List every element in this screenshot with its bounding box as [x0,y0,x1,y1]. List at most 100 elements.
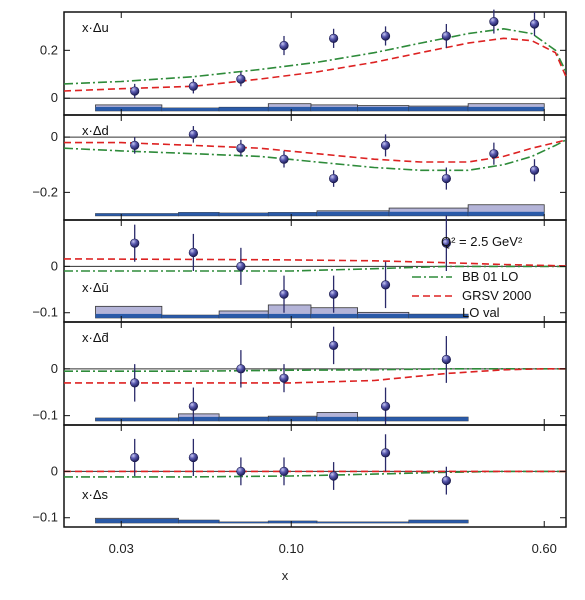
systematic-band-core [268,521,317,523]
data-point [236,364,246,374]
data-point [188,81,198,91]
data-point [380,448,391,458]
data-point [329,471,339,481]
systematic-band-core [310,313,358,318]
systematic-band-core [310,106,358,111]
legend-grsv-label: GRSV 2000 [462,288,531,303]
panels-layer: 0 0.2 x·Δu 0 −0.2 x·Δd 0 −0.1 x·Δū 0 −0.1 x·Δd̄ 0 −0.… [32,9,567,528]
systematic-band-core [408,520,469,523]
data-point [441,31,451,41]
systematic-band-core [316,211,390,216]
legend-q2-label: Q² = 2.5 GeV² [441,234,523,249]
panel-label: x·Δd [82,123,109,138]
data-point [529,165,540,175]
data-point [188,247,198,258]
data-point [329,173,339,184]
y-tick-label: 0 [51,361,58,376]
systematic-band-core [357,106,409,111]
data-point [188,452,198,463]
systematic-band-core [161,315,220,318]
systematic-band-core [268,416,317,421]
data-point [441,173,451,184]
data-point [441,238,451,248]
y-tick-label: −0.2 [32,184,58,199]
systematic-band-core [219,521,269,523]
systematic-band-core [357,313,409,318]
x-axis: 0.03 0.10 0.60 x [109,541,557,583]
bb01-curve [63,27,567,85]
y-tick-label: 0 [51,463,58,478]
systematic-band-core [268,212,317,216]
data-point [188,401,198,411]
systematic-band-core [468,106,545,111]
legend-bb-label: BB 01 LO [462,269,518,284]
data-point [236,261,246,271]
data-point [441,476,451,486]
panel-frame [63,424,567,528]
data-point [380,31,391,41]
x-tick-label: 0.60 [532,541,557,556]
data-point [130,238,140,248]
legend-grsv-label-line2: LO val [462,305,500,320]
systematic-band-core [316,521,409,523]
data-point [236,466,246,476]
systematic-band-core [178,520,220,523]
data-point [489,149,499,159]
bb01-curve [64,470,566,478]
x-tick-label: 0.03 [109,541,134,556]
systematic-band-core [219,107,269,111]
data-point [130,378,140,388]
panel-frame [63,321,567,426]
systematic-band-core [95,313,162,318]
y-tick-label: 0 [51,129,58,144]
systematic-band-core [268,106,311,111]
data-point [279,154,289,164]
panel-label: x·Δs [82,487,109,502]
data-point [236,74,246,84]
systematic-band-core [408,314,469,318]
data-point [279,289,289,299]
data-point [529,19,540,29]
systematic-band-core [95,106,162,111]
y-tick-label: −0.1 [32,510,58,525]
systematic-band-core [95,213,179,216]
systematic-band-core [316,416,358,421]
x-tick-label: 0.10 [279,541,304,556]
systematic-band-core [408,106,469,111]
data-point [380,401,391,411]
grsv2000-curve [64,368,566,384]
data-point [130,86,140,96]
panel-1: 0 0.2 x·Δu [40,9,567,116]
systematic-band-core [95,418,179,421]
panel-frame [63,11,567,116]
data-point [130,140,140,150]
panel-4: 0 −0.1 x·Δd̄ [32,321,567,426]
data-point [279,40,289,51]
systematic-band-core [178,416,220,421]
systematic-band-core [178,212,220,216]
data-point [380,280,391,290]
data-point [441,354,451,365]
y-tick-label: 0 [51,90,58,105]
grsv2000-curve [64,139,567,163]
data-point [329,340,339,351]
legend: Q² = 2.5 GeV² BB 01 LO GRSV 2000 LO val [412,234,531,320]
systematic-band-core [219,417,269,421]
systematic-band-core [389,211,469,216]
y-tick-label: −0.1 [32,408,58,423]
bb01-curve [64,368,566,372]
panel-5: 0 −0.1 x·Δs [32,424,567,528]
systematic-band-core [161,108,220,111]
data-point [380,140,391,150]
data-point [279,466,289,476]
panel-2: 0 −0.2 x·Δd [32,114,567,221]
data-point [279,373,289,383]
x-axis-title: x [282,568,289,583]
panel-label: x·Δū [82,280,109,295]
bb01-curve [64,265,566,272]
data-point [489,16,499,27]
grsv2000-curve [63,37,567,92]
data-point [329,33,339,43]
systematic-band-core [219,213,269,216]
